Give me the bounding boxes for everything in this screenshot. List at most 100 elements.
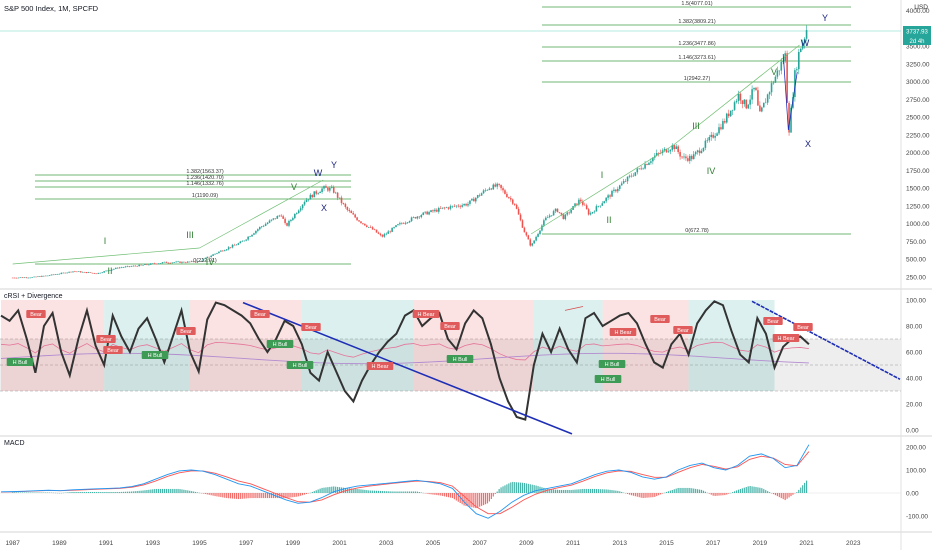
candle-body [622,181,625,184]
macd-tick-label: 0.00 [906,491,919,498]
candle-body [11,277,14,279]
candle-body [426,211,428,215]
y-tick-label: 3500.00 [906,44,930,51]
macd-histogram-bar [377,490,380,493]
candle-body [171,262,174,264]
candle-body [447,207,450,209]
candle-body [367,226,370,228]
candle-body [58,273,61,275]
macd-histogram-bar [105,491,107,493]
candle-body [492,184,495,190]
candle-body [227,247,230,250]
macd-histogram-bar [426,493,428,494]
candle-body [650,161,652,163]
macd-histogram-bar [591,488,594,493]
macd-histogram-bar [685,487,687,493]
candle-body [307,199,310,201]
candle-body [126,266,129,267]
candle-body [146,264,148,265]
macd-histogram-bar [638,493,640,498]
candle-body [212,254,214,256]
macd-histogram-bar [181,489,183,493]
wave-label: X [805,139,811,149]
candle-body [344,204,347,208]
candle-body [784,53,786,62]
candle-body [276,216,279,219]
macd-histogram-bar [194,491,197,493]
candle-body [615,189,617,192]
divergence-label: Bear [797,325,809,331]
candle-body [445,207,448,209]
candle-body [710,134,713,138]
candle-body [679,152,681,157]
candle-body [340,197,343,204]
macd-histogram-bar [288,493,290,498]
macd-pane-title: MACD [4,440,25,447]
candle-body [342,203,345,205]
macd-histogram-bar [86,491,88,493]
crsi-line [0,300,810,421]
candle-body [44,275,47,277]
macd-histogram-bar [146,490,148,493]
macd-tick-label: 100.00 [906,468,926,475]
candle-body [113,268,115,270]
macd-histogram-bar [648,493,650,498]
candle-body [37,276,39,278]
candle-body [803,38,806,43]
macd-histogram-bar [547,488,549,493]
candle-body [103,271,105,273]
macd-histogram-bar [183,489,185,493]
macd-histogram-bar [354,488,356,493]
x-tick-label: 1995 [192,540,207,547]
candle-body [410,217,413,222]
candle-body [72,271,74,273]
candle-body [187,261,189,263]
candle-body [299,208,302,211]
x-tick-label: 2019 [753,540,768,547]
candle-body [348,209,351,212]
candle-body [737,93,740,101]
candle-body [173,262,175,263]
macd-histogram-bar [586,488,588,493]
macd-histogram-bar [140,490,142,493]
macd-histogram-bar [588,488,590,493]
candle-body [124,266,127,268]
fib-label: 1.382(3809.21) [678,19,715,25]
macd-histogram-bar [549,489,551,493]
macd-histogram-bar [463,493,465,506]
candle-body [525,232,528,236]
macd-histogram-bar [35,492,37,493]
macd-histogram-bar [167,488,169,493]
candle-body [167,262,170,264]
candle-body [305,199,308,203]
macd-histogram-bar [687,487,689,493]
macd-histogram-bar [753,486,755,493]
candle-body [511,199,514,204]
candle-body [704,140,707,148]
divergence-label: Bear [677,328,689,334]
macd-histogram-bar [805,480,808,493]
candle-body [665,148,668,153]
candle-body [402,223,405,225]
candle-body [54,274,57,275]
candle-body [194,261,197,263]
macd-histogram-bar [741,488,743,493]
candle-body [759,105,761,112]
macd-histogram-bar [792,493,794,495]
candle-body [264,224,267,226]
fib-label: 1.146(1332.76) [186,181,223,187]
candle-body [624,181,627,182]
fib-label: 0(212.91) [193,258,217,264]
candle-body [284,218,286,224]
candle-body [545,217,547,221]
macd-histogram-bar [755,487,757,493]
macd-histogram-bar [558,489,561,493]
candle-body [646,164,648,165]
macd-histogram-bar [72,491,74,493]
candle-body [369,226,372,228]
candle-body [48,275,51,276]
candle-body [687,158,689,161]
macd-histogram-bar [372,490,374,493]
candle-body [163,261,166,263]
